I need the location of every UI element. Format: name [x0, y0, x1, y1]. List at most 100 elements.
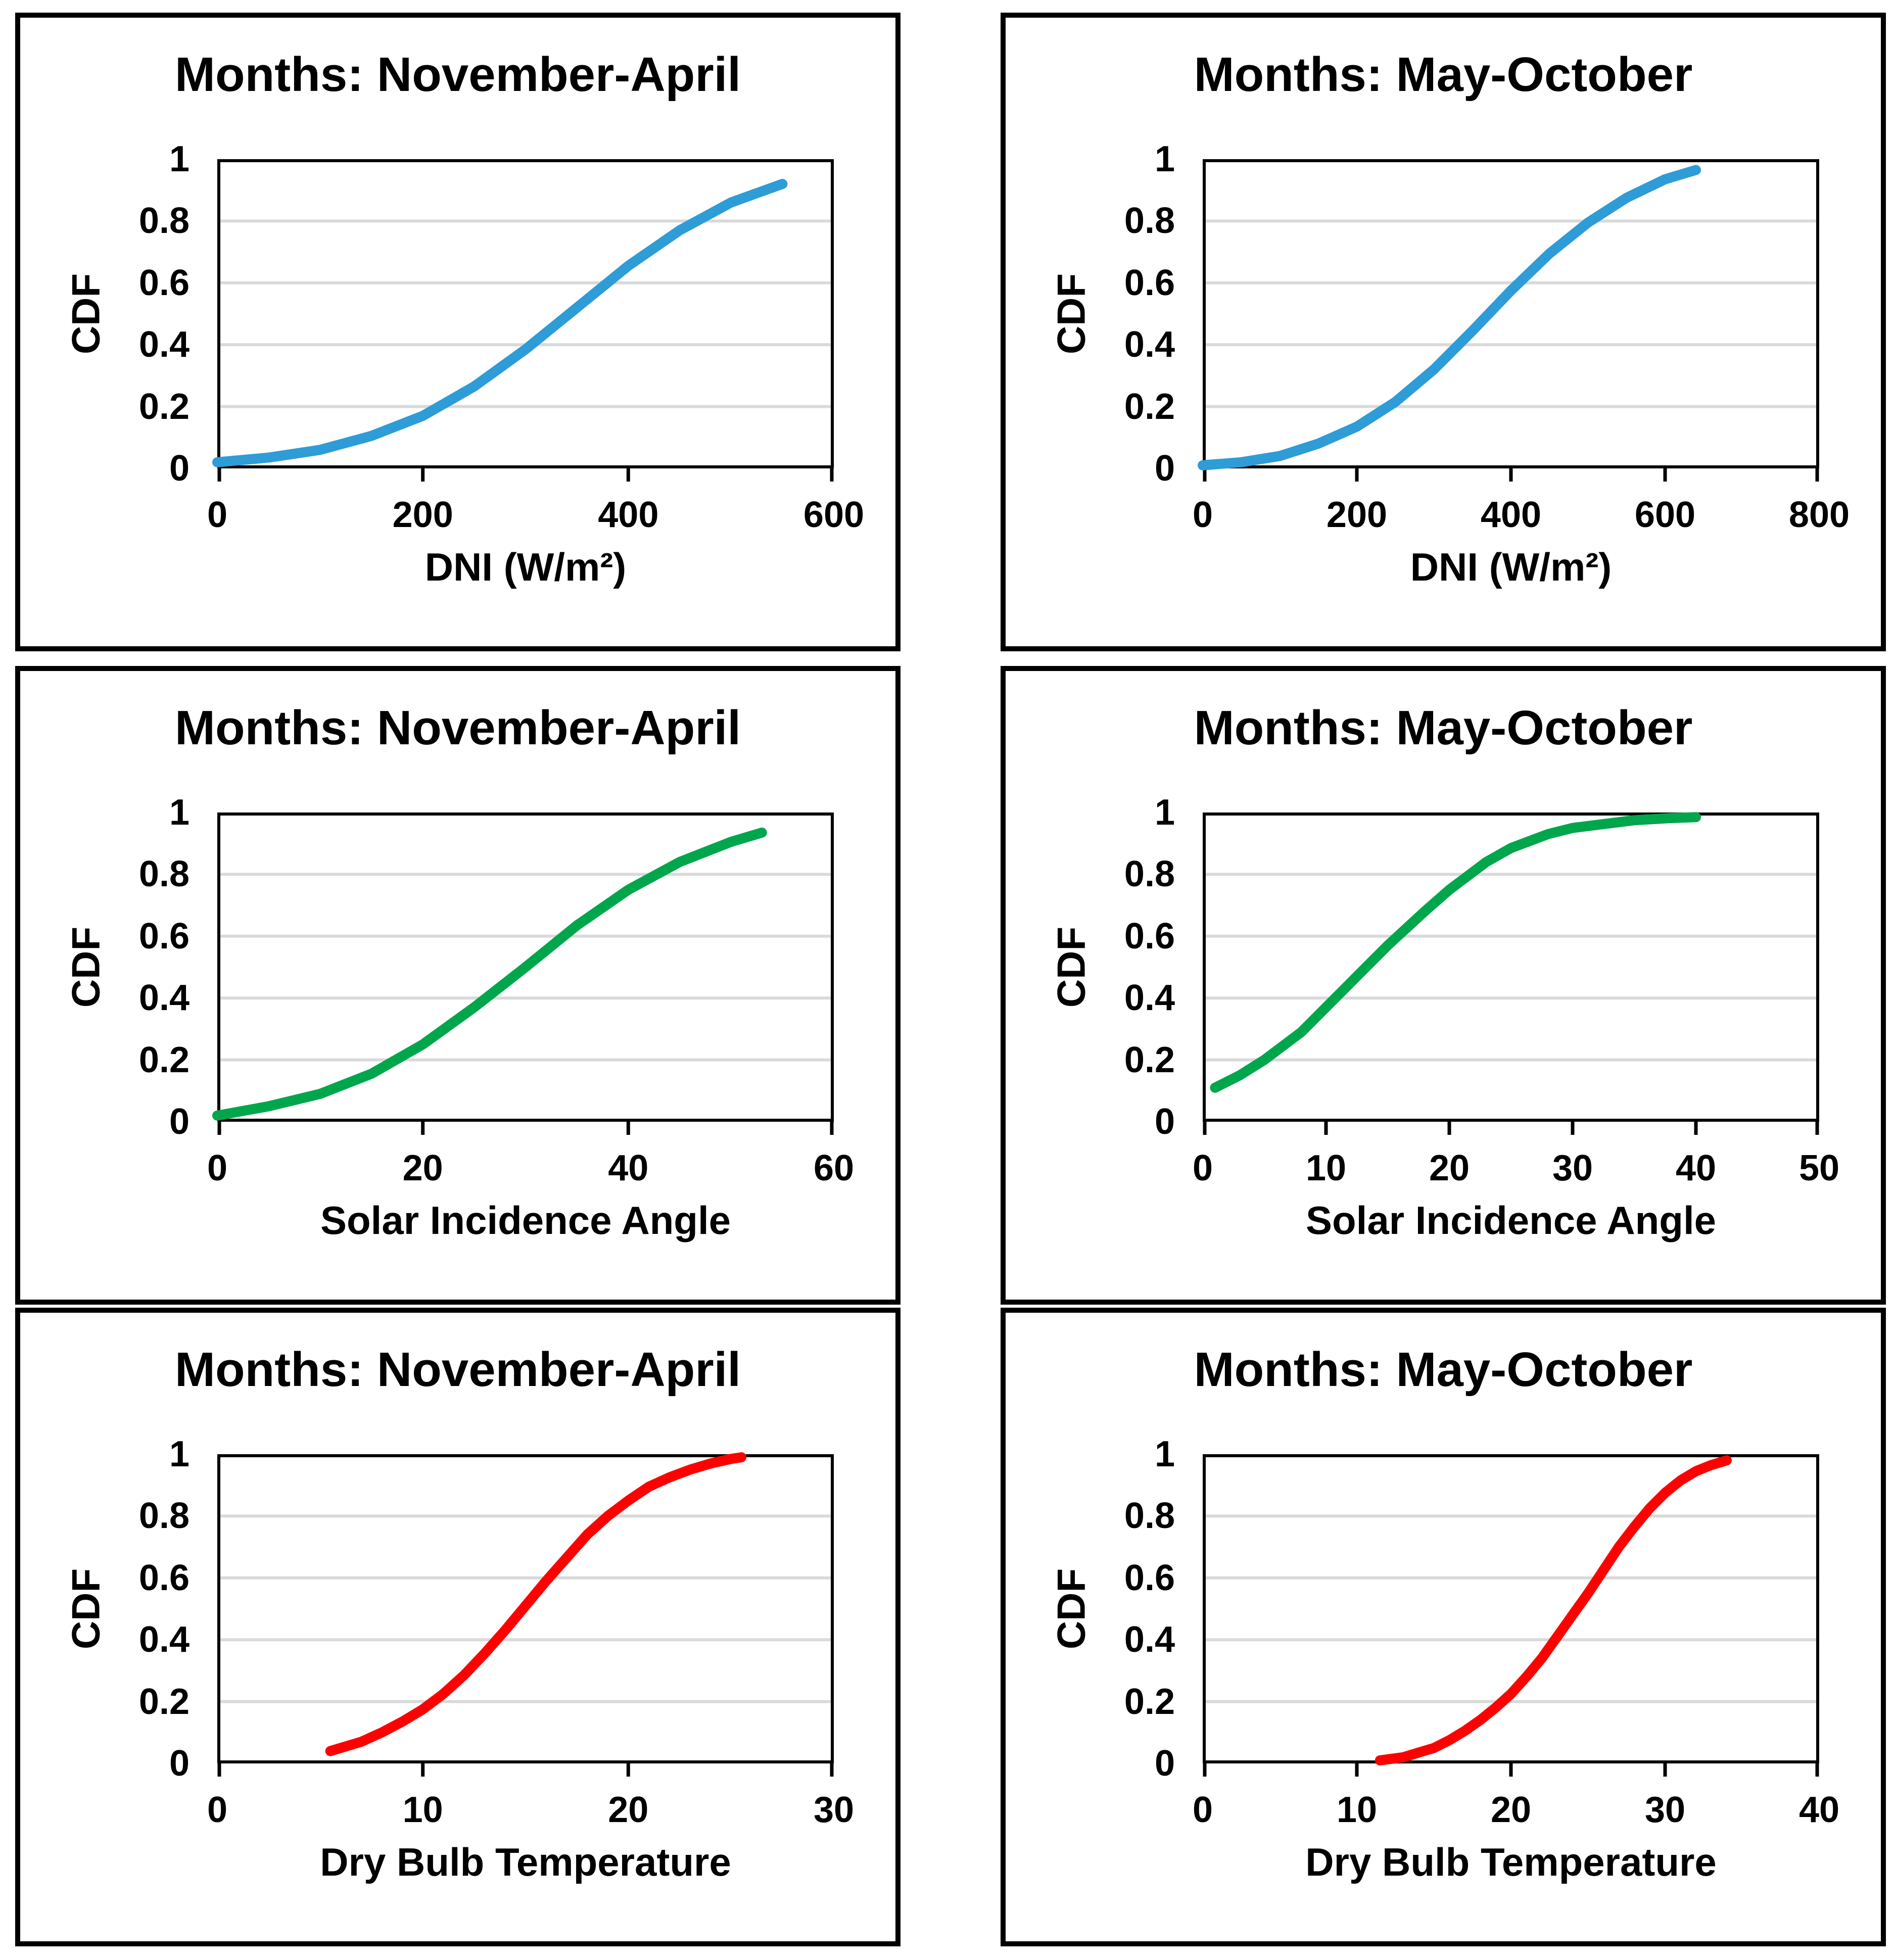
y-tick-label: 0.8	[1124, 1496, 1175, 1537]
y-tick-label: 1	[1154, 792, 1175, 833]
x-tick-label: 600	[803, 495, 865, 535]
chart-panel-dni-may-oct: Months: May-October CDF 0 0.2 0.4 0.6 0.8 1 0…	[1001, 13, 1886, 651]
x-tick-label: 10	[1305, 1148, 1347, 1188]
x-axis-tick-labels: 0 10 20 30	[207, 1790, 854, 1837]
chart-title: Months: November-April	[174, 1343, 741, 1397]
cdf-curve-chart	[1203, 812, 1819, 1135]
y-tick-label: 0.2	[1124, 1039, 1175, 1080]
y-tick-label: 0.4	[1124, 1619, 1175, 1660]
y-tick-label: 0.6	[1124, 262, 1175, 303]
x-tick-label: 20	[1490, 1790, 1532, 1830]
y-tick-label: 0	[1154, 1102, 1175, 1142]
y-tick-label: 0.6	[1124, 916, 1175, 957]
x-tick-label: 600	[1634, 495, 1696, 535]
y-tick-label: 0	[1154, 1743, 1175, 1784]
x-tick-label: 10	[1336, 1790, 1378, 1830]
x-tick-label: 60	[813, 1148, 855, 1188]
x-tick-label: 0	[207, 1148, 228, 1188]
x-axis-title: Solar Incidence Angle	[320, 1198, 731, 1242]
chart-title: Months: May-October	[1194, 47, 1693, 102]
y-tick-label: 0.8	[138, 1496, 190, 1537]
x-axis-tick-labels: 0 10 20 30 40	[1193, 1790, 1839, 1837]
y-tick-label: 0.4	[138, 1619, 190, 1660]
y-tick-label: 0.6	[138, 262, 190, 303]
x-tick-label: 30	[1644, 1790, 1686, 1830]
y-axis-tick-labels: 0 0.2 0.4 0.6 0.8 1	[1006, 794, 1175, 1140]
y-tick-label: 0.2	[138, 386, 190, 427]
chart-title: Months: May-October	[1194, 1343, 1693, 1397]
x-tick-label: 50	[1798, 1148, 1840, 1188]
x-tick-label: 0	[207, 1790, 228, 1830]
y-tick-label: 1	[169, 1434, 190, 1474]
y-tick-label: 0	[1154, 448, 1175, 489]
x-tick-label: 10	[402, 1790, 443, 1830]
y-tick-label: 0.2	[138, 1681, 190, 1722]
cdf-curve-chart	[217, 1452, 834, 1777]
y-tick-label: 0.8	[1124, 854, 1175, 895]
y-tick-label: 0.4	[138, 978, 190, 1019]
x-tick-label: 20	[402, 1148, 443, 1188]
x-tick-label: 40	[1675, 1148, 1717, 1188]
chart-panel-dni-nov-apr: Months: November-April CDF 0 0.2 0.4 0.6 0.8…	[15, 13, 901, 651]
y-tick-label: 0.8	[138, 201, 190, 242]
y-tick-label: 0.4	[1124, 978, 1175, 1019]
y-tick-label: 0.2	[138, 1039, 190, 1080]
x-axis-title: DNI (W/m²)	[424, 545, 627, 589]
x-tick-label: 0	[1192, 1790, 1213, 1830]
x-tick-label: 30	[1552, 1148, 1593, 1188]
x-tick-label: 40	[1798, 1790, 1840, 1830]
x-axis-title: Solar Incidence Angle	[1306, 1198, 1716, 1242]
plot-area	[212, 159, 834, 482]
x-tick-label: 20	[1429, 1148, 1470, 1188]
x-tick-label: 200	[392, 495, 453, 535]
y-tick-label: 1	[1154, 139, 1175, 179]
y-tick-label: 0.4	[138, 324, 190, 365]
y-tick-label: 0.2	[1124, 386, 1175, 427]
x-tick-label: 0	[1192, 495, 1213, 535]
cdf-curve-chart	[212, 812, 834, 1135]
cdf-curve-chart	[212, 159, 834, 482]
y-tick-label: 0.2	[1124, 1681, 1175, 1722]
x-axis-title: DNI (W/m²)	[1410, 545, 1612, 589]
cdf-curve-chart	[1203, 1454, 1819, 1777]
y-axis-tick-labels: 0 0.2 0.4 0.6 0.8 1	[20, 141, 190, 487]
x-axis-title: Dry Bulb Temperature	[320, 1840, 731, 1884]
plot-area	[212, 812, 834, 1135]
x-tick-label: 30	[813, 1790, 855, 1830]
plot-area	[1203, 1454, 1819, 1777]
plot-area	[1203, 812, 1819, 1135]
y-tick-label: 0	[169, 1743, 190, 1784]
chart-title: Months: November-April	[174, 47, 741, 102]
x-tick-label: 40	[608, 1148, 649, 1188]
chart-panel-incidence-may-oct: Months: May-October CDF 0 0.2 0.4 0.6 0.8 1 0…	[1001, 666, 1886, 1305]
y-tick-label: 0.8	[138, 854, 190, 895]
y-axis-tick-labels: 0 0.2 0.4 0.6 0.8 1	[1006, 141, 1175, 487]
x-tick-label: 0	[1192, 1148, 1213, 1188]
y-tick-label: 1	[169, 139, 190, 179]
y-axis-tick-labels: 0 0.2 0.4 0.6 0.8 1	[20, 794, 190, 1140]
chart-panel-drybulb-nov-apr: Months: November-April CDF 0 0.2 0.4 0.6 0.8…	[15, 1308, 901, 1946]
cdf-curve-chart	[1198, 159, 1819, 482]
x-axis-tick-labels: 0 200 400 600	[207, 495, 864, 542]
y-tick-label: 1	[169, 792, 190, 833]
y-tick-label: 0.6	[138, 916, 190, 957]
x-tick-label: 400	[1480, 495, 1542, 535]
x-tick-label: 200	[1326, 495, 1388, 535]
y-tick-label: 0	[169, 448, 190, 489]
chart-title: Months: May-October	[1194, 701, 1693, 755]
y-tick-label: 0.4	[1124, 324, 1175, 365]
x-tick-label: 0	[207, 495, 228, 535]
y-tick-label: 0.6	[1124, 1557, 1175, 1598]
y-tick-label: 1	[1154, 1434, 1175, 1474]
x-axis-title: Dry Bulb Temperature	[1305, 1840, 1717, 1884]
chart-panel-drybulb-may-oct: Months: May-October CDF 0 0.2 0.4 0.6 0.8 1 0…	[1001, 1308, 1886, 1946]
x-tick-label: 800	[1788, 495, 1850, 535]
x-tick-label: 400	[598, 495, 659, 535]
plot-area	[217, 1452, 834, 1777]
chart-panel-incidence-nov-apr: Months: November-April CDF 0 0.2 0.4 0.6 0.8…	[15, 666, 901, 1305]
x-axis-tick-labels: 0 200 400 600 800	[1193, 495, 1850, 542]
y-tick-label: 0.6	[138, 1557, 190, 1598]
chart-title: Months: November-April	[174, 701, 741, 755]
y-tick-label: 0.8	[1124, 201, 1175, 242]
